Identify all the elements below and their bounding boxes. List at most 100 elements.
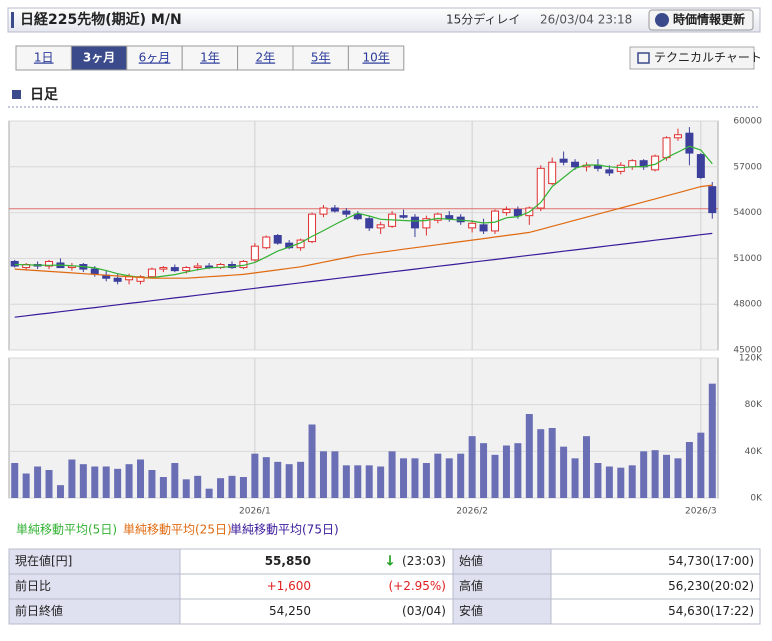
legend-entry: 単純移動平均(5日)	[16, 523, 117, 537]
label-cell	[452, 598, 552, 625]
x-tick-label: 2026/3	[685, 507, 717, 517]
volume-bar	[331, 451, 339, 498]
row-value: +1,600	[267, 579, 311, 593]
candle-body	[513, 209, 522, 217]
volume-bar	[457, 453, 465, 498]
row-label: 現在値[円]	[15, 553, 72, 568]
value-cell	[550, 573, 761, 600]
tab-label: 1日	[34, 51, 54, 65]
row-label: 安値	[459, 603, 483, 618]
volume-bar	[697, 432, 705, 498]
y-tick-label: 60000	[733, 117, 762, 127]
volume-bar	[297, 461, 305, 498]
tab	[70, 45, 128, 71]
candle-body	[410, 216, 419, 229]
volume-bar	[274, 461, 282, 498]
delay-note: 15分ディレイ	[446, 12, 520, 27]
y-tick-label: 54000	[733, 208, 762, 218]
volume-bar	[537, 429, 545, 498]
volume-bar	[491, 454, 499, 498]
row-note: (03/04)	[402, 604, 446, 618]
tab-label: 3ヶ月	[83, 51, 115, 65]
volume-bar	[68, 459, 76, 498]
row-note: (+2.95%)	[388, 579, 446, 593]
section-title: 日足	[30, 87, 59, 103]
volume-bar	[617, 467, 625, 498]
volume-bar	[182, 479, 190, 498]
volume-bar	[708, 383, 716, 498]
header-bar	[7, 7, 761, 33]
volume-bar	[308, 424, 316, 498]
candle-body	[353, 213, 362, 220]
volume-bar	[45, 470, 53, 498]
volume-bar	[228, 475, 236, 498]
tab[interactable]	[237, 45, 294, 71]
candle-body	[548, 161, 557, 185]
volume-bar	[640, 451, 648, 498]
tab[interactable]	[15, 45, 72, 71]
header-accent	[11, 12, 14, 28]
volume-bar	[137, 459, 145, 498]
candle-body	[10, 260, 19, 267]
volume-bar	[594, 463, 602, 498]
volume-bar	[319, 451, 327, 498]
y-tick-label: 0K	[750, 494, 763, 504]
candle-body	[479, 224, 488, 232]
candle-body	[319, 207, 328, 215]
window-icon	[637, 52, 650, 64]
candle-body	[696, 154, 705, 178]
volume-bar	[674, 458, 682, 498]
candle-body	[308, 213, 317, 243]
candle-body	[536, 167, 545, 209]
volume-bar	[34, 466, 42, 498]
row-label: 高値	[459, 578, 483, 593]
refresh-button[interactable]	[648, 9, 754, 31]
candle-body	[468, 222, 477, 229]
row-value: 54,250	[269, 604, 311, 618]
technical-button[interactable]	[629, 46, 755, 70]
row-value: 54,730(17:00)	[668, 554, 754, 568]
row-note: (23:03)	[402, 554, 446, 568]
volume-bar	[480, 443, 488, 498]
candle-body	[376, 224, 385, 229]
row-value: 55,850	[265, 554, 311, 568]
volume-bar	[262, 457, 270, 498]
x-tick-label: 2026/2	[456, 507, 488, 517]
volume-bar	[525, 414, 533, 498]
label-cell	[452, 573, 552, 600]
value-cell	[179, 573, 454, 600]
volume-bar	[548, 428, 556, 498]
y-tick-label: 120K	[739, 354, 763, 364]
volume-bar	[365, 465, 373, 498]
candle-body	[628, 160, 637, 168]
volume-bar	[79, 464, 87, 498]
tab-label: 10年	[362, 51, 389, 65]
tab[interactable]	[181, 45, 239, 71]
volume-bar	[571, 458, 579, 498]
volume-bar	[194, 475, 202, 498]
candle-body	[605, 169, 614, 174]
row-value: 56,230(20:02)	[668, 579, 754, 593]
volume-bar	[422, 463, 430, 498]
section-icon	[12, 90, 21, 99]
tab[interactable]	[347, 45, 405, 71]
candle-body	[273, 235, 282, 244]
candle-body	[365, 218, 374, 229]
y-tick-label: 51000	[733, 254, 762, 264]
value-cell	[179, 548, 454, 575]
value-cell	[550, 598, 761, 625]
candle-body	[571, 161, 580, 168]
candle-body	[113, 277, 122, 282]
x-tick-label: 2026/1	[239, 507, 271, 517]
row-label: 前日終値	[15, 603, 63, 618]
volume-bar	[11, 463, 19, 498]
volume-bar	[560, 446, 568, 498]
moving-average-line	[14, 145, 713, 279]
tab[interactable]	[126, 45, 183, 71]
volume-bar	[628, 465, 636, 498]
candle-body	[445, 215, 454, 220]
refresh-label: 時価情報更新	[673, 12, 745, 27]
volume-bar	[205, 488, 213, 498]
